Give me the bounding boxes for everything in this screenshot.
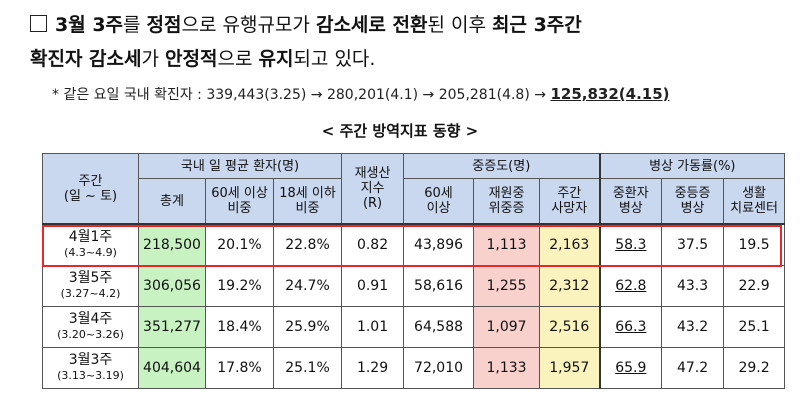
- arrow-icon: →: [418, 87, 439, 103]
- bed-moderate-cell: 43.2: [661, 306, 725, 348]
- checkbox-square-icon: [30, 15, 47, 32]
- header-severe60: 60세 이상: [403, 178, 475, 225]
- week-cell: 3월4주 (3.20~3.26): [42, 306, 139, 348]
- headline: 3월 3주를 정점으로 유행규모가 감소세로 전환된 이후 최근 3주간 확진자…: [30, 8, 790, 76]
- headline-text: 되고 있다.: [293, 48, 376, 70]
- header-under18: 18세 이하 비중: [272, 178, 343, 225]
- total-cell: 306,056: [138, 265, 206, 307]
- week-cell: 4월1주 (4.3~4.9): [42, 223, 139, 266]
- bed-center-cell: 22.9: [723, 265, 786, 307]
- total-cell: 404,604: [138, 347, 206, 389]
- footnote-latest-value: 125,832(4.15): [550, 85, 670, 103]
- under18-cell: 22.8%: [272, 223, 343, 266]
- table-row: 3월5주 (3.27~4.2) 306,056 19.2% 24.7% 0.91 …: [42, 265, 786, 307]
- headline-text: 으로: [217, 48, 259, 70]
- bed-center-cell: 25.1: [723, 306, 786, 348]
- header-week: 주간 (일 ~ 토): [42, 153, 139, 225]
- total-cell: 218,500: [138, 223, 206, 266]
- header-bed-center: 생활 치료센터: [723, 178, 786, 225]
- r-cell: 1.01: [341, 306, 405, 348]
- header-total: 총계: [138, 178, 206, 225]
- critical-cell: 1,255: [473, 265, 541, 307]
- headline-text: 확진자 감소세: [30, 48, 142, 70]
- header-bed-severe: 중환자 병상: [598, 178, 663, 225]
- table-row: 3월3주 (3.13~3.19) 404,604 17.8% 25.1% 1.29…: [42, 347, 786, 389]
- footnote-value: 280,201(4.1): [326, 87, 419, 103]
- header-critical: 재원중 위중증: [473, 178, 541, 225]
- severe60-cell: 43,896: [403, 223, 475, 266]
- severe60-cell: 64,588: [403, 306, 475, 348]
- deaths-cell: 2,312: [539, 265, 601, 307]
- headline-text: 3월 3주: [55, 14, 124, 36]
- header-severity-group: 중증도(명): [403, 153, 601, 179]
- bed-moderate-cell: 47.2: [661, 347, 725, 389]
- header-deaths: 주간 사망자: [539, 178, 601, 225]
- arrow-icon: →: [529, 87, 551, 103]
- under18-cell: 25.9%: [272, 306, 343, 348]
- deaths-cell: 1,957: [539, 347, 601, 389]
- header-reproduction: 재생산 지수 (R): [341, 153, 405, 225]
- footnote-value: 205,281(4.8): [438, 87, 530, 103]
- headline-text: 감소세로 전환: [315, 14, 428, 36]
- table-row: 3월4주 (3.20~3.26) 351,277 18.4% 25.9% 1.01…: [42, 306, 786, 348]
- table-row: 4월1주 (4.3~4.9) 218,500 20.1% 22.8% 0.82 4…: [42, 223, 786, 266]
- over60-cell: 18.4%: [205, 306, 274, 348]
- arrow-icon: →: [306, 87, 327, 103]
- footnote-prefix: * 같은 요일 국내 확진자 :: [52, 87, 207, 103]
- critical-cell: 1,133: [473, 347, 541, 389]
- bed-center-cell: 19.5: [723, 223, 786, 266]
- deaths-cell: 2,163: [539, 223, 601, 266]
- footnote-value: 339,443(3.25): [206, 87, 307, 103]
- under18-cell: 25.1%: [272, 347, 343, 389]
- bed-severe-cell: 62.8: [598, 265, 663, 307]
- header-bed-moderate: 중등증 병상: [661, 178, 725, 225]
- over60-cell: 19.2%: [205, 265, 274, 307]
- table-title: < 주간 방역지표 동향 >: [321, 122, 479, 140]
- total-cell: 351,277: [138, 306, 206, 348]
- bed-moderate-cell: 43.3: [661, 265, 725, 307]
- severe60-cell: 72,010: [403, 347, 475, 389]
- r-cell: 1.29: [341, 347, 405, 389]
- under18-cell: 24.7%: [272, 265, 343, 307]
- headline-text: 안정적: [165, 48, 218, 70]
- week-cell: 3월5주 (3.27~4.2): [42, 265, 139, 307]
- header-patients-group: 국내 일 평균 환자(명): [137, 153, 343, 179]
- bed-severe-cell: 65.9: [598, 347, 663, 389]
- header-beds-group: 병상 가동률(%): [598, 153, 786, 179]
- header-over60: 60세 이상 비중: [205, 178, 274, 225]
- headline-text: 으로 유행규모가: [181, 14, 316, 36]
- bed-center-cell: 29.2: [723, 347, 786, 389]
- critical-cell: 1,113: [473, 223, 541, 266]
- deaths-cell: 2,516: [539, 306, 601, 348]
- r-cell: 0.82: [341, 223, 405, 266]
- headline-text: 를: [123, 14, 147, 36]
- week-cell: 3월3주 (3.13~3.19): [42, 347, 139, 389]
- over60-cell: 17.8%: [205, 347, 274, 389]
- r-cell: 0.91: [341, 265, 405, 307]
- bed-severe-cell: 58.3: [598, 223, 663, 266]
- headline-text: 정점: [146, 14, 182, 36]
- bed-moderate-cell: 37.5: [661, 223, 725, 266]
- critical-cell: 1,097: [473, 306, 541, 348]
- bed-severe-cell: 66.3: [598, 306, 663, 348]
- headline-text: 된 이후: [427, 14, 492, 36]
- headline-text: 가: [141, 48, 166, 70]
- footnote-cases: * 같은 요일 국내 확진자 : 339,443(3.25) → 280,201…: [52, 84, 670, 104]
- severe60-cell: 58,616: [403, 265, 475, 307]
- over60-cell: 20.1%: [205, 223, 274, 266]
- headline-text: 최근 3주간: [492, 14, 582, 36]
- weekly-indicator-table: 주간 (일 ~ 토) 국내 일 평균 환자(명) 재생산 지수 (R) 중증도(명) …: [42, 153, 786, 389]
- headline-text: 유지: [258, 48, 294, 70]
